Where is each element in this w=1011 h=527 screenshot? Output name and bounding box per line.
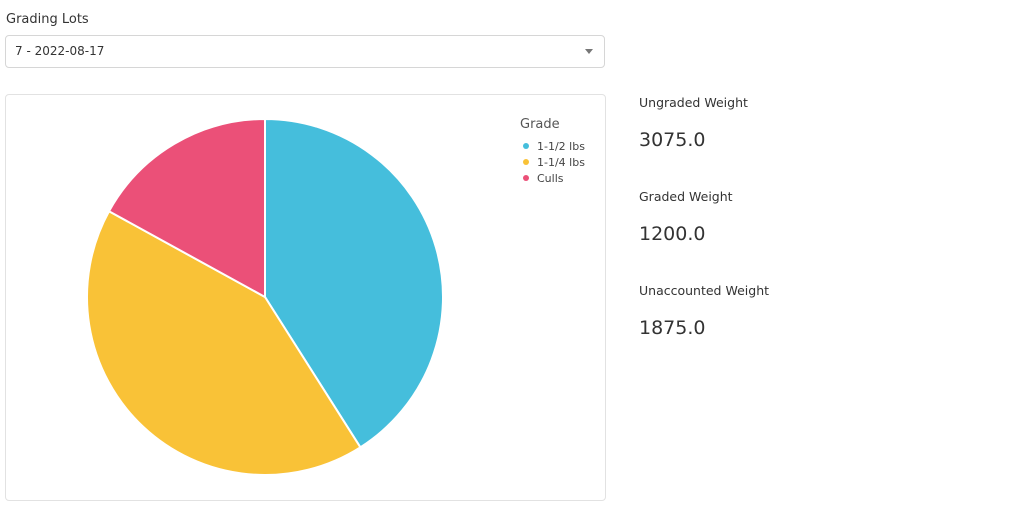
stat-label: Graded Weight: [639, 189, 733, 204]
legend-item-1-1-4-lbs[interactable]: 1-1/4 lbs: [520, 154, 585, 170]
stat-label: Ungraded Weight: [639, 95, 748, 110]
grade-pie-chart-card: Grade 1-1/2 lbs 1-1/4 lbs Culls: [5, 94, 606, 501]
pie-slice-culls[interactable]: [107, 117, 266, 299]
legend-item-1-1-2-lbs[interactable]: 1-1/2 lbs: [520, 138, 585, 154]
grading-lots-label: Grading Lots: [6, 12, 89, 27]
pie-slice-1-1-4-lbs[interactable]: [86, 209, 362, 476]
stat-ungraded-weight: Ungraded Weight 3075.0: [639, 95, 769, 189]
stat-value: 3075.0: [639, 129, 706, 151]
chart-legend: Grade 1-1/2 lbs 1-1/4 lbs Culls: [520, 117, 585, 186]
legend-label: Culls: [537, 171, 564, 185]
stat-label: Unaccounted Weight: [639, 283, 770, 298]
stat-unaccounted-weight: Unaccounted Weight 1875.0: [639, 283, 769, 377]
legend-title: Grade: [520, 117, 560, 132]
legend-dot: [523, 175, 529, 181]
legend-dot: [523, 143, 529, 149]
grade-pie-chart: [86, 117, 444, 476]
legend-label: 1-1/2 lbs: [537, 139, 585, 153]
grading-lots-selected-value: 7 - 2022-08-17: [15, 44, 105, 58]
stat-value: 1200.0: [639, 223, 706, 245]
legend-dot: [523, 159, 529, 165]
legend-label: 1-1/4 lbs: [537, 155, 585, 169]
stat-value: 1875.0: [639, 317, 706, 339]
legend-item-culls[interactable]: Culls: [520, 170, 585, 186]
chevron-down-icon: [585, 49, 593, 54]
pie-slice-1-1-2-lbs[interactable]: [264, 117, 444, 449]
grading-lots-select[interactable]: 7 - 2022-08-17: [5, 35, 605, 68]
weight-stats-panel: Ungraded Weight 3075.0 Graded Weight 120…: [639, 95, 769, 377]
stat-graded-weight: Graded Weight 1200.0: [639, 189, 769, 283]
